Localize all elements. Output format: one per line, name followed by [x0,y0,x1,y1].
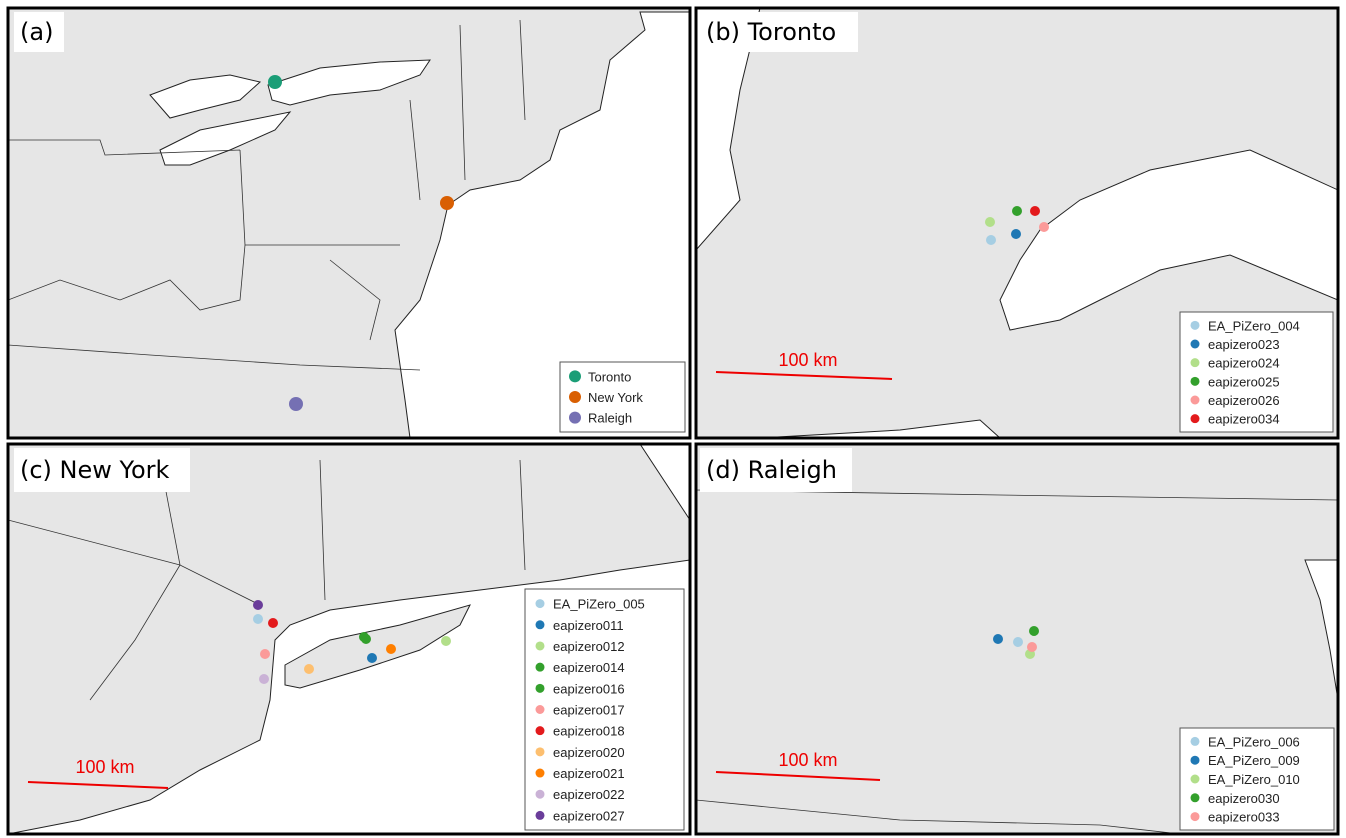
legend-marker [535,726,545,736]
legend-marker [569,370,581,383]
scale-label: 100 km [778,350,837,370]
legend-marker [1190,774,1200,784]
title-box [14,448,190,492]
site-marker [259,674,269,684]
legend-box [524,588,685,831]
legend-marker [535,810,545,820]
legend-box [1179,727,1335,831]
panel-frame [694,6,1340,440]
panel-title: (a) [20,18,53,46]
site-marker [1027,642,1037,652]
site-marker [386,644,396,654]
legend-label: EA_PiZero_004 [1208,318,1300,333]
site-marker [253,614,263,624]
site-marker [1013,637,1023,647]
panel-title: (c) New York [20,456,170,484]
scale-bar [27,781,169,789]
title-box [700,448,852,492]
title-box [700,12,858,52]
legend-label: New York [588,390,643,405]
panel-title: (d) Raleigh [706,456,837,484]
legend-marker [569,411,581,424]
site-marker [985,217,995,227]
site-marker [268,75,282,89]
legend-label: eapizero030 [1208,791,1280,806]
legend-marker [1190,755,1200,765]
panel-frame [6,6,692,440]
legend-marker [1190,812,1200,822]
site-marker [1011,229,1021,239]
site-marker [359,632,369,642]
panel-title: (b) Toronto [706,18,836,46]
legend-label: eapizero017 [553,703,625,718]
legend-label: EA_PiZero_006 [1208,734,1300,749]
site-marker [253,600,263,610]
site-marker [1039,222,1049,232]
site-marker [440,196,454,210]
scale-bar [715,771,881,781]
legend-label: EA_PiZero_009 [1208,753,1300,768]
legend-label: eapizero020 [553,745,625,760]
legend-label: eapizero026 [1208,393,1280,408]
panel-frame [694,442,1340,836]
legend-label: eapizero024 [1208,356,1280,371]
legend-marker [1190,339,1200,349]
site-marker [441,636,451,646]
legend-label: eapizero018 [553,724,625,739]
legend-label: eapizero027 [553,808,625,823]
legend-marker [535,683,545,693]
site-marker [1029,626,1039,636]
site-marker [1012,206,1022,216]
legend-marker [1190,320,1200,330]
legend-marker [1190,376,1200,386]
legend-label: eapizero022 [553,787,625,802]
scale-bar [715,371,893,380]
title-box [14,12,64,52]
legend-marker [535,662,545,672]
legend-label: eapizero033 [1208,810,1280,825]
legend-marker [535,620,545,630]
legend-marker [535,641,545,651]
legend-label: Raleigh [588,411,632,426]
legend-label: eapizero034 [1208,412,1280,427]
legend-marker [1190,395,1200,405]
legend-marker [1190,414,1200,424]
legend-label: EA_PiZero_010 [1208,772,1300,787]
site-marker [367,653,377,663]
site-marker [268,618,278,628]
legend-label: EA_PiZero_005 [553,597,645,612]
panel-frame [6,442,692,836]
legend-marker [1190,793,1200,803]
legend-marker [535,705,545,714]
legend-label: eapizero011 [553,618,624,633]
legend-marker [535,747,545,757]
legend-marker [535,789,545,799]
site-marker [993,634,1003,644]
legend-box [1179,311,1334,433]
site-marker [260,649,270,659]
legend-label: eapizero014 [553,660,625,675]
site-marker [304,664,314,674]
legend-marker [569,391,581,403]
legend-label: eapizero012 [553,639,625,654]
legend-label: eapizero016 [553,681,625,696]
legend-label: Toronto [588,369,631,384]
site-marker [986,235,996,245]
legend-marker [535,768,545,778]
site-marker [289,397,303,411]
legend-label: eapizero023 [1208,337,1280,352]
legend-label: eapizero025 [1208,374,1280,389]
legend-marker [1190,736,1200,746]
legend-marker [1190,358,1200,368]
legend-marker [535,599,545,609]
scale-label: 100 km [778,750,837,770]
site-marker [1030,206,1040,216]
legend-label: eapizero021 [553,766,625,781]
scale-label: 100 km [75,757,134,777]
map-a [8,8,690,438]
